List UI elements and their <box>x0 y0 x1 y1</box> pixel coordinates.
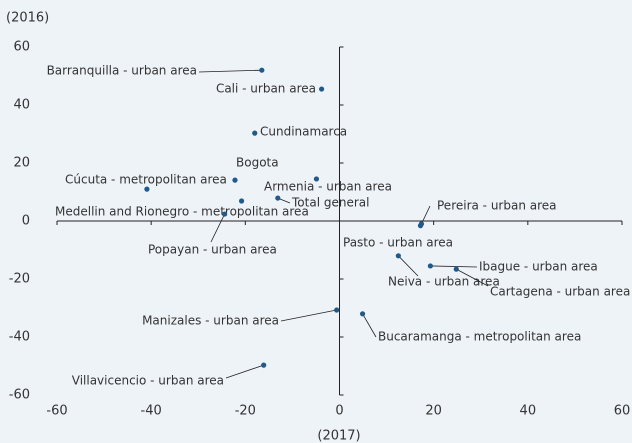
point <box>238 198 245 204</box>
point-label: Armenia - urban area <box>264 180 392 194</box>
leader-line <box>421 205 431 225</box>
point <box>313 176 320 182</box>
point-label: Medellin and Rionegro - metropolitan are… <box>55 205 309 219</box>
y-axis-title: (2016) <box>6 11 49 26</box>
y-tick-label: 60 <box>13 40 30 55</box>
point-label: Ibague - urban area <box>479 260 598 274</box>
x-axis-title: (2017) <box>317 429 360 443</box>
point-label: Total general <box>291 196 369 210</box>
point <box>252 130 258 136</box>
y-tick-label: 0 <box>22 214 30 229</box>
point <box>427 263 433 269</box>
point-label: Cartagena - urban area <box>490 285 630 299</box>
point <box>261 362 267 368</box>
point-label: Neiva - urban area <box>388 275 500 289</box>
x-tick-label: 0 <box>335 404 343 419</box>
y-tick-label: 40 <box>13 98 30 113</box>
point-label: Cali - urban area <box>216 82 316 96</box>
x-tick-label: -40 <box>141 404 162 419</box>
point <box>453 266 459 272</box>
leader-line <box>456 268 489 287</box>
point <box>359 311 366 317</box>
leader-line <box>225 364 264 379</box>
y-tick-label: -20 <box>9 272 30 287</box>
point-label: Barranquilla - urban area <box>47 64 197 78</box>
point <box>334 307 340 313</box>
leader-line <box>430 265 478 268</box>
leader-line <box>210 213 225 243</box>
leader-line <box>362 313 377 338</box>
x-tick-label: -60 <box>46 404 67 419</box>
point-label: Popayan - urban area <box>148 243 277 257</box>
x-tick-label: -20 <box>235 404 256 419</box>
y-tick-label: -40 <box>9 330 30 345</box>
point <box>222 211 228 217</box>
leader-line <box>198 69 262 73</box>
point <box>319 86 325 92</box>
x-tick-label: 20 <box>425 404 442 419</box>
point-label: Pereira - urban area <box>437 199 557 213</box>
point <box>232 177 238 183</box>
leader-line <box>280 309 337 322</box>
point-label: Cundinamarca <box>260 125 347 139</box>
leader-line <box>398 255 419 277</box>
point <box>395 253 401 259</box>
point-label: Bogota <box>236 156 279 170</box>
point <box>275 195 281 201</box>
point <box>144 186 150 192</box>
point-label: Villavicencio - urban area <box>72 374 224 388</box>
x-tick-label: 40 <box>520 404 537 419</box>
y-tick-label: -60 <box>9 388 30 403</box>
point <box>417 223 424 229</box>
x-tick-label: 60 <box>614 404 631 419</box>
point-label: Bucaramanga - metropolitan area <box>378 330 581 344</box>
point-label: Pasto - urban area <box>343 236 453 250</box>
point-label: Manizales - urban area <box>142 314 279 328</box>
y-tick-label: 20 <box>13 156 30 171</box>
point-label: Cúcuta - metropolitan area <box>65 173 227 187</box>
point <box>259 67 265 73</box>
